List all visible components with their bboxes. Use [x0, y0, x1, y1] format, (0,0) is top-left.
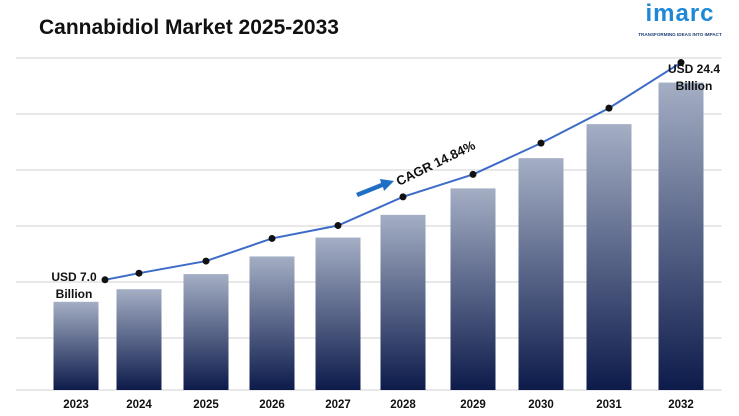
trend-marker-2025 — [202, 257, 210, 265]
bar-2030 — [518, 158, 564, 390]
trend-marker-2026 — [268, 234, 276, 242]
start-unit-label: Billion — [56, 287, 93, 301]
end-value-label: USD 24.4 — [668, 62, 720, 76]
x-tick-label: 2023 — [63, 399, 89, 411]
x-tick-label: 2027 — [325, 399, 351, 411]
cagr-arrow-icon — [356, 179, 394, 197]
bar-2026 — [249, 256, 295, 390]
x-tick-label: 2030 — [528, 399, 554, 411]
logo-wordmark: imarc — [645, 0, 715, 27]
page-title: Cannabidiol Market 2025-2033 — [39, 16, 339, 39]
bar-2025 — [183, 274, 229, 390]
end-unit-label: Billion — [676, 79, 713, 93]
x-tick-label: 2029 — [460, 399, 486, 411]
cagr-label: CAGR 14.84% — [394, 137, 478, 188]
bar-2032 — [658, 82, 704, 390]
x-tick-label: 2024 — [126, 399, 152, 411]
trend-polyline — [104, 61, 682, 281]
trend-marker-2023 — [101, 276, 109, 284]
trend-marker-2030 — [537, 139, 545, 147]
trend-marker-2031 — [605, 104, 613, 112]
x-tick-label: 2026 — [259, 399, 285, 411]
bar-2023 — [53, 301, 99, 390]
x-tick-label: 2025 — [193, 399, 219, 411]
trend-marker-2028 — [399, 193, 407, 201]
bar-2029 — [450, 188, 496, 390]
bars — [53, 82, 704, 390]
bar-2028 — [380, 214, 426, 390]
x-tick-label: 2028 — [390, 399, 416, 411]
logo-tagline: TRANSFORMING IDEAS INTO IMPACT — [638, 32, 722, 37]
x-tick-label: 2031 — [596, 399, 622, 411]
imarc-logo: imarc TRANSFORMING IDEAS INTO IMPACT — [632, 0, 728, 42]
start-value-label: USD 7.0 — [51, 270, 97, 284]
bar-2024 — [116, 289, 162, 390]
trend-marker-2024 — [135, 269, 143, 277]
x-axis-labels: 2023 2024 2025 2026 2027 2028 2029 2030 2031 2032 — [63, 399, 694, 411]
trend-line — [101, 59, 685, 284]
trend-marker-2032 — [677, 59, 685, 67]
x-tick-label: 2032 — [668, 399, 694, 411]
bar-2031 — [586, 124, 632, 390]
trend-marker-2027 — [334, 222, 342, 230]
bar-2027 — [315, 237, 361, 390]
trend-marker-2029 — [469, 170, 477, 178]
